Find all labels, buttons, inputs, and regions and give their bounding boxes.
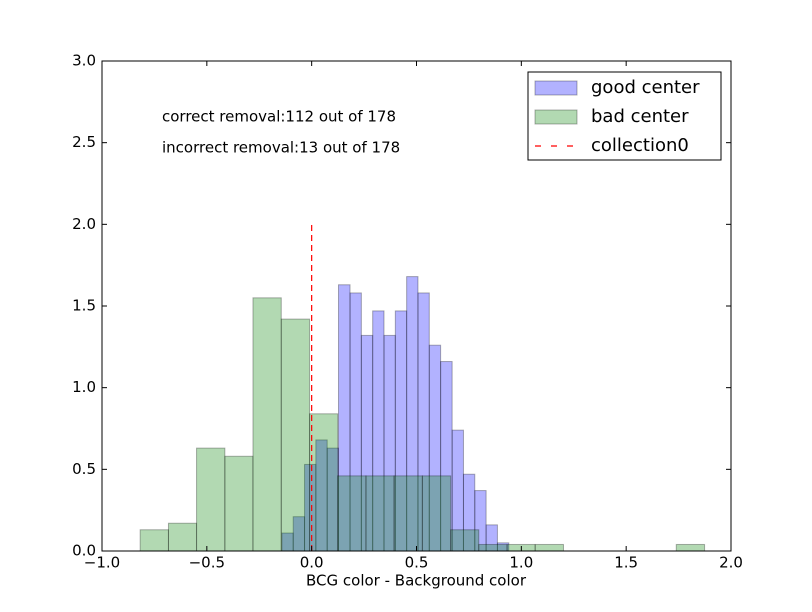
- y-tick-label: 2.0: [72, 215, 96, 233]
- annotation: correct removal:112 out of 178: [162, 108, 396, 126]
- y-tick-label: 0.5: [72, 460, 96, 478]
- legend-label: good center: [591, 77, 700, 98]
- bar: [478, 543, 508, 552]
- x-tick-label: 0.0: [300, 554, 324, 572]
- x-tick-label: 2.0: [719, 554, 743, 572]
- x-tick-label: 1.5: [614, 554, 638, 572]
- bar: [337, 475, 367, 552]
- bar: [167, 522, 198, 552]
- y-tick-label: 3.0: [72, 52, 96, 70]
- y-tick-label: 1.5: [72, 297, 96, 315]
- bar: [224, 455, 254, 552]
- bar: [252, 297, 282, 552]
- x-tick-label: −1.0: [84, 554, 120, 572]
- bar: [196, 447, 226, 552]
- legend-swatch: [534, 109, 578, 125]
- legend-label: collection0: [591, 135, 689, 156]
- bar: [393, 475, 423, 552]
- bar: [534, 543, 564, 552]
- bar: [450, 529, 480, 552]
- legend-swatch: [534, 80, 578, 96]
- bar: [421, 475, 452, 552]
- x-tick-label: 0.5: [405, 554, 429, 572]
- x-tick-label: 1.0: [509, 554, 533, 572]
- bar: [365, 475, 395, 552]
- y-tick-label: 1.0: [72, 378, 96, 396]
- legend-frame: [527, 71, 722, 161]
- x-axis-label: BCG color - Background color: [306, 572, 527, 590]
- legend-label: bad center: [591, 106, 689, 127]
- y-tick-label: 0.0: [72, 542, 96, 560]
- y-tick-label: 2.5: [72, 133, 96, 151]
- bar: [309, 413, 339, 552]
- annotation: incorrect removal:13 out of 178: [162, 139, 400, 157]
- bar: [675, 543, 706, 552]
- x-tick-label: −0.5: [189, 554, 225, 572]
- bar: [280, 318, 311, 552]
- bar: [139, 529, 169, 552]
